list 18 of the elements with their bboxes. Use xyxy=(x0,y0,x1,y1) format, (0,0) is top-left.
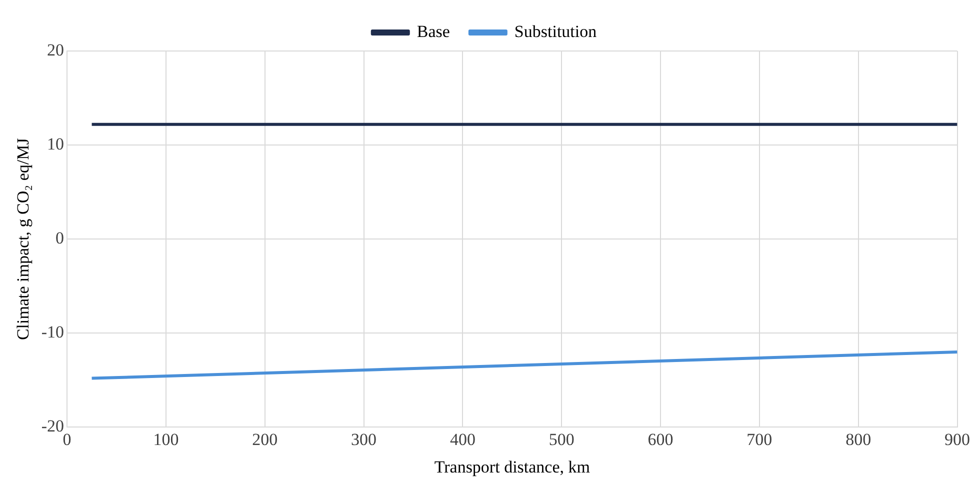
y-tick-label: -10 xyxy=(41,322,64,342)
y-tick-label: 0 xyxy=(56,228,64,248)
x-tick-label: 700 xyxy=(746,430,772,449)
y-tick-label: 20 xyxy=(47,40,64,60)
legend-label: Base xyxy=(416,22,450,41)
y-tick-label: -20 xyxy=(41,416,64,436)
x-tick-label: 300 xyxy=(351,430,377,449)
x-tick-label: 500 xyxy=(548,430,574,449)
x-tick-label: 600 xyxy=(648,430,674,449)
x-axis-title: Transport distance, km xyxy=(434,457,590,476)
x-tick-label: 100 xyxy=(153,430,179,449)
x-tick-label: 200 xyxy=(252,430,278,449)
x-tick-label: 900 xyxy=(944,430,970,449)
y-axis-title: Climate impact, g CO₂ eq/MJ xyxy=(14,138,33,340)
y-tick-label: 10 xyxy=(47,134,64,154)
legend-label: Substitution xyxy=(514,22,598,41)
x-tick-label: 800 xyxy=(846,430,872,449)
x-tick-label: 400 xyxy=(450,430,476,449)
